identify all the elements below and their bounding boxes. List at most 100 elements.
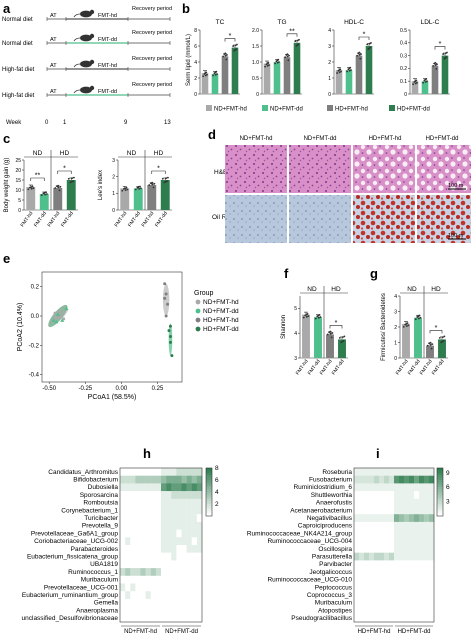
heatmap-cell (140, 514, 146, 523)
group-label: ND+FMT-hd (124, 629, 157, 635)
pcoa-point (168, 340, 172, 344)
heatmap-cell (404, 529, 410, 538)
heatmap-cell (384, 560, 390, 569)
heatmap-cell (161, 529, 167, 538)
data-point (205, 71, 208, 74)
bar (345, 70, 353, 94)
heatmap-cell (186, 568, 192, 576)
significance-label: * (363, 32, 366, 39)
colorbar-segment (206, 489, 212, 493)
y-tick-label: 0.2 (400, 66, 407, 72)
heatmap-cell (414, 475, 420, 484)
heatmap-cell (166, 583, 172, 592)
y-tick-label: 2 (394, 325, 397, 331)
heatmap-cell (409, 498, 415, 507)
heatmap-cell (150, 606, 157, 615)
heatmap-cell (424, 514, 430, 523)
data-point (212, 74, 215, 77)
heatmap-cell (130, 545, 136, 553)
heatmap-cell (155, 483, 162, 492)
heatmap-cell (394, 506, 400, 515)
heatmap-cell (379, 491, 385, 499)
data-point (338, 337, 341, 339)
heatmap-cell (176, 552, 182, 561)
heatmap-cell (389, 568, 395, 576)
mouse-icon (73, 85, 95, 94)
significance-bracket (224, 38, 236, 42)
heatmap-cell (186, 591, 192, 600)
heatmap-cell (354, 537, 360, 546)
heatmap-cell (191, 468, 198, 476)
at-label: AT (50, 63, 57, 69)
recovery-label: Recovery period (132, 56, 172, 62)
genus-label: Atopostipes (318, 607, 353, 614)
bar (335, 70, 343, 94)
heatmap-cell (359, 575, 365, 584)
genus-label: Prevotellaceae_Ga6A1_group (31, 530, 118, 537)
heatmap-cell (419, 506, 425, 515)
heatmap-cell (374, 560, 380, 569)
significance-label: * (63, 166, 66, 173)
y-tick-label: 0 (194, 92, 197, 98)
heatmap-cell (196, 468, 203, 476)
heatmap-cell (399, 575, 405, 584)
heatmap-cell (145, 498, 151, 507)
data-point (441, 336, 444, 339)
heatmap-cell (379, 591, 385, 600)
significance-bracket (429, 330, 443, 334)
bar (293, 42, 301, 94)
heatmap-cell (166, 521, 172, 530)
heatmap-cell (384, 491, 390, 499)
bar (302, 314, 310, 358)
heatmap-cell (155, 614, 162, 623)
heatmap-cell (135, 529, 141, 538)
significance-bracket (286, 33, 298, 37)
heatmap-cell (130, 468, 136, 476)
heatmap-cell (191, 614, 198, 623)
heatmap-cell (354, 560, 360, 569)
heatmap-cell (404, 575, 410, 584)
heatmap-cell (369, 614, 375, 623)
heatmap-cell (191, 552, 198, 561)
heatmap-cell (394, 591, 400, 600)
y-tick-label: 15 (15, 178, 21, 184)
week-tick-9: 9 (124, 120, 128, 126)
diet-label: Normal diet (2, 41, 33, 47)
heatmap-cell (379, 575, 385, 584)
heatmap-cell (176, 537, 182, 546)
heatmap-cell (379, 606, 385, 615)
heatmap-cell (429, 506, 435, 515)
data-point (444, 52, 447, 55)
genus-label: Oscillospira (318, 546, 352, 553)
mouse-icon (80, 34, 92, 42)
heatmap-cell (120, 598, 126, 607)
heatmap-cell (364, 506, 370, 515)
heatmap-cell (389, 529, 395, 538)
data-point (44, 193, 47, 196)
data-point (225, 58, 228, 61)
heatmap-cell (414, 514, 420, 523)
legend-label: HD+FMT-hd (335, 107, 368, 113)
heatmap-cell (150, 491, 157, 499)
colorbar-frame (436, 467, 444, 517)
heatmap-cell (429, 606, 435, 615)
heatmap-cell (181, 468, 187, 476)
heatmap-cell (374, 521, 380, 530)
heatmap-cell (120, 514, 126, 523)
heatmap-cell (130, 514, 136, 523)
heatmap-cell (125, 475, 131, 484)
heatmap-cell (389, 583, 395, 592)
bar (263, 63, 271, 94)
heatmap-cell (404, 545, 410, 553)
heatmap-cell (171, 498, 177, 507)
heatmap-cell (354, 475, 360, 484)
data-point (165, 177, 168, 180)
heatmap-cell (196, 560, 203, 569)
heatmap-cell (145, 514, 151, 523)
heatmap-cell (389, 491, 395, 499)
heatmap-cell (364, 575, 370, 584)
legend-label: HD+FMT-dd (397, 107, 430, 113)
heatmap-cell (369, 537, 375, 546)
heatmap-cell (125, 575, 131, 584)
